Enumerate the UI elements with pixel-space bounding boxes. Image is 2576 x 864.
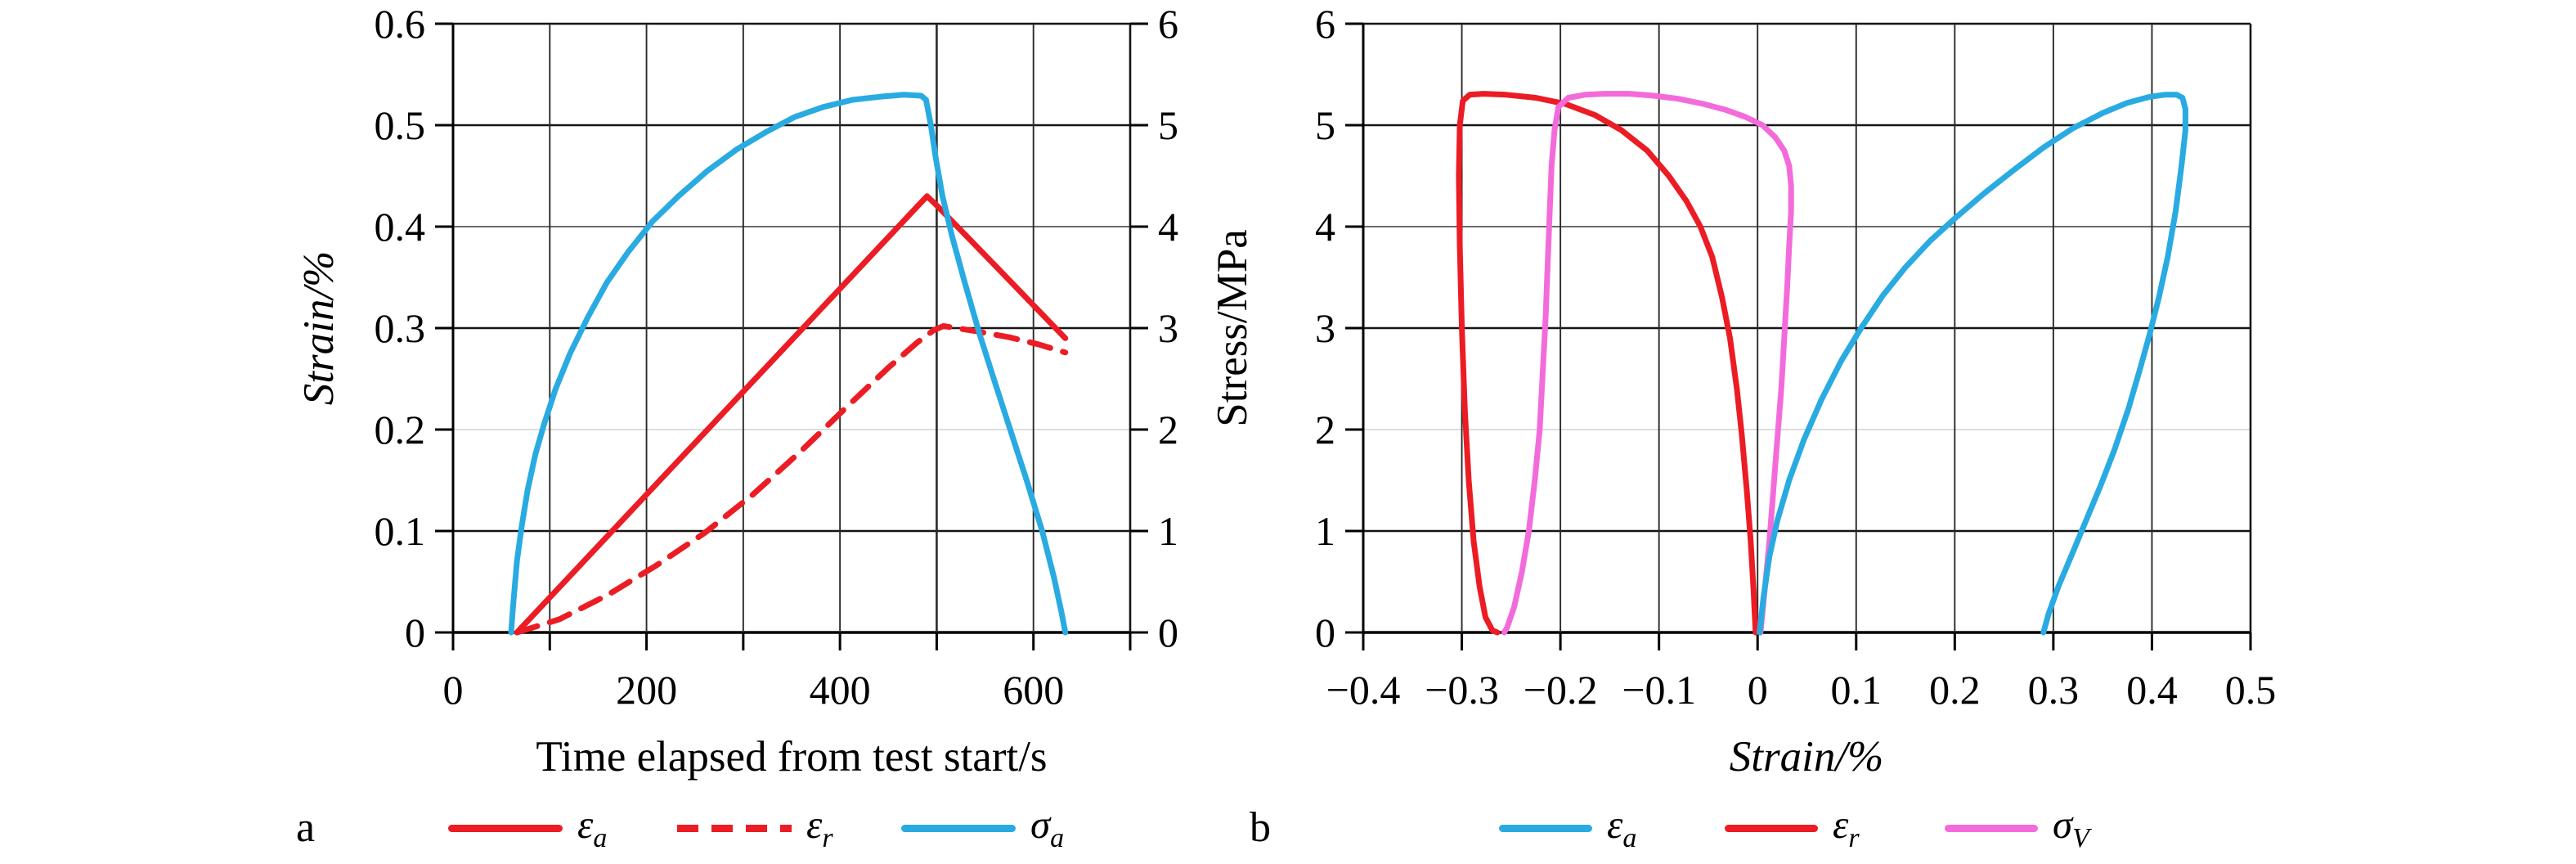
series-sigma_a-curve bbox=[508, 92, 1069, 636]
y-left-tick-label: 5 bbox=[1315, 102, 1335, 148]
x-tick-label: 0 bbox=[1748, 667, 1768, 713]
legend-line-eps-a-red-solid bbox=[448, 824, 563, 832]
series-sigma_V-curve bbox=[1501, 91, 1794, 636]
panel-a-left-axis-title: Strain/% bbox=[295, 250, 343, 406]
x-tick-label: −0.3 bbox=[1425, 667, 1499, 713]
y-right-tick-label: 2 bbox=[1158, 407, 1178, 452]
legend-label-b-eps-r: εr bbox=[1833, 801, 1860, 853]
y-right-tick-label: 0 bbox=[1158, 610, 1178, 655]
legend-line-b-sigma-v-magenta-solid bbox=[1945, 824, 2038, 832]
y-left-tick-label: 0.3 bbox=[375, 305, 426, 351]
x-tick-label: 0.3 bbox=[2028, 667, 2080, 713]
panel-b-x-axis-title: Strain/% bbox=[1729, 733, 1884, 781]
panel-a-right-axis-title: Stress/MPa bbox=[1209, 229, 1256, 427]
legend-b-item-eps-a: εa bbox=[1499, 803, 1636, 853]
legend-line-eps-r-red-dashed bbox=[677, 824, 792, 832]
y-left-tick-label: 2 bbox=[1315, 407, 1335, 452]
x-tick-label: 600 bbox=[1003, 667, 1064, 713]
x-tick-label: 400 bbox=[810, 667, 871, 713]
y-left-tick-label: 6 bbox=[1315, 1, 1335, 47]
x-tick-label: −0.2 bbox=[1524, 667, 1598, 713]
panel-b: −0.4 −0.3 −0.2 −0.1 0 0.1 0.2 0.3 0.4 0.5 0 1 2 3 4 5 6 bbox=[1315, 1, 2276, 713]
series-eps_a-curve bbox=[1757, 92, 2188, 636]
legend-b-item-sigma-v: σV bbox=[1945, 803, 2089, 853]
x-tick-label: −0.4 bbox=[1326, 667, 1401, 713]
y-left-tick-label: 1 bbox=[1315, 508, 1335, 554]
panel-b-tick-labels: −0.4 −0.3 −0.2 −0.1 0 0.1 0.2 0.3 0.4 0.5 0 1 2 3 4 5 6 bbox=[1315, 1, 2276, 713]
y-right-tick-label: 5 bbox=[1158, 102, 1178, 148]
legend-line-sigma-a-blue-solid bbox=[901, 824, 1016, 832]
panel-b-ticks bbox=[1345, 22, 2252, 650]
y-left-tick-label: 0.6 bbox=[375, 1, 426, 47]
y-left-tick-label: 0.2 bbox=[375, 407, 426, 452]
y-right-tick-label: 3 bbox=[1158, 305, 1178, 351]
x-tick-label: −0.1 bbox=[1622, 667, 1696, 713]
legend-line-b-eps-r-red-solid bbox=[1725, 824, 1818, 832]
legend-label-sigma-a: σa bbox=[1030, 801, 1065, 853]
x-tick-label: 0.5 bbox=[2225, 667, 2277, 713]
y-left-tick-label: 4 bbox=[1315, 204, 1335, 250]
y-right-tick-label: 6 bbox=[1158, 1, 1178, 47]
legend-label-eps-a: εa bbox=[577, 801, 608, 853]
y-right-tick-label: 4 bbox=[1158, 204, 1178, 250]
y-left-tick-label: 3 bbox=[1315, 305, 1335, 351]
panel-a-x-axis-title: Time elapsed from test start/s bbox=[536, 733, 1048, 781]
x-tick-label: 0 bbox=[443, 667, 464, 713]
legend-a-item-eps-r: εr bbox=[677, 803, 833, 853]
x-tick-label: 0.1 bbox=[1831, 667, 1883, 713]
y-left-tick-label: 0 bbox=[1315, 610, 1335, 655]
x-tick-label: 200 bbox=[616, 667, 677, 713]
legend-label-b-sigma-v: σV bbox=[2053, 801, 2089, 853]
panel-b-grid bbox=[1362, 22, 2252, 634]
series-eps_r-curve bbox=[1456, 91, 1759, 636]
legend-a-item-eps-a: εa bbox=[448, 803, 607, 853]
series-eps_r-curve bbox=[514, 323, 1069, 636]
x-tick-label: 0.4 bbox=[2126, 667, 2178, 713]
panel-a-label: a bbox=[296, 804, 316, 851]
legend-a-item-sigma-a: σa bbox=[901, 803, 1064, 853]
legend-b-item-eps-r: εr bbox=[1725, 803, 1860, 853]
x-tick-label: 0.2 bbox=[1929, 667, 1981, 713]
series-eps_a-curve bbox=[514, 193, 1069, 636]
panel-a-grid bbox=[451, 22, 1132, 634]
y-left-tick-label: 0.1 bbox=[375, 508, 426, 554]
y-left-tick-label: 0.5 bbox=[375, 102, 426, 148]
legend-label-eps-r: εr bbox=[806, 801, 833, 853]
y-left-tick-label: 0.4 bbox=[375, 204, 426, 250]
panel-b-series bbox=[1456, 91, 2188, 636]
panel-a-ticks bbox=[435, 22, 1148, 650]
y-right-tick-label: 1 bbox=[1158, 508, 1178, 554]
panel-b-label: b bbox=[1250, 804, 1271, 851]
y-left-tick-label: 0 bbox=[405, 610, 425, 655]
legend-line-b-eps-a-cyan-solid bbox=[1499, 824, 1592, 832]
panel-a: 0 200 400 600 0 0.1 0.2 0.3 0.4 0.5 0.6 0 1 2 3 4 5 6 bbox=[375, 1, 1179, 713]
panel-a-series bbox=[508, 92, 1069, 636]
panel-a-tick-labels: 0 200 400 600 0 0.1 0.2 0.3 0.4 0.5 0.6 0 1 2 3 4 5 6 bbox=[375, 1, 1179, 713]
legend-label-b-eps-a: εa bbox=[1607, 801, 1637, 853]
